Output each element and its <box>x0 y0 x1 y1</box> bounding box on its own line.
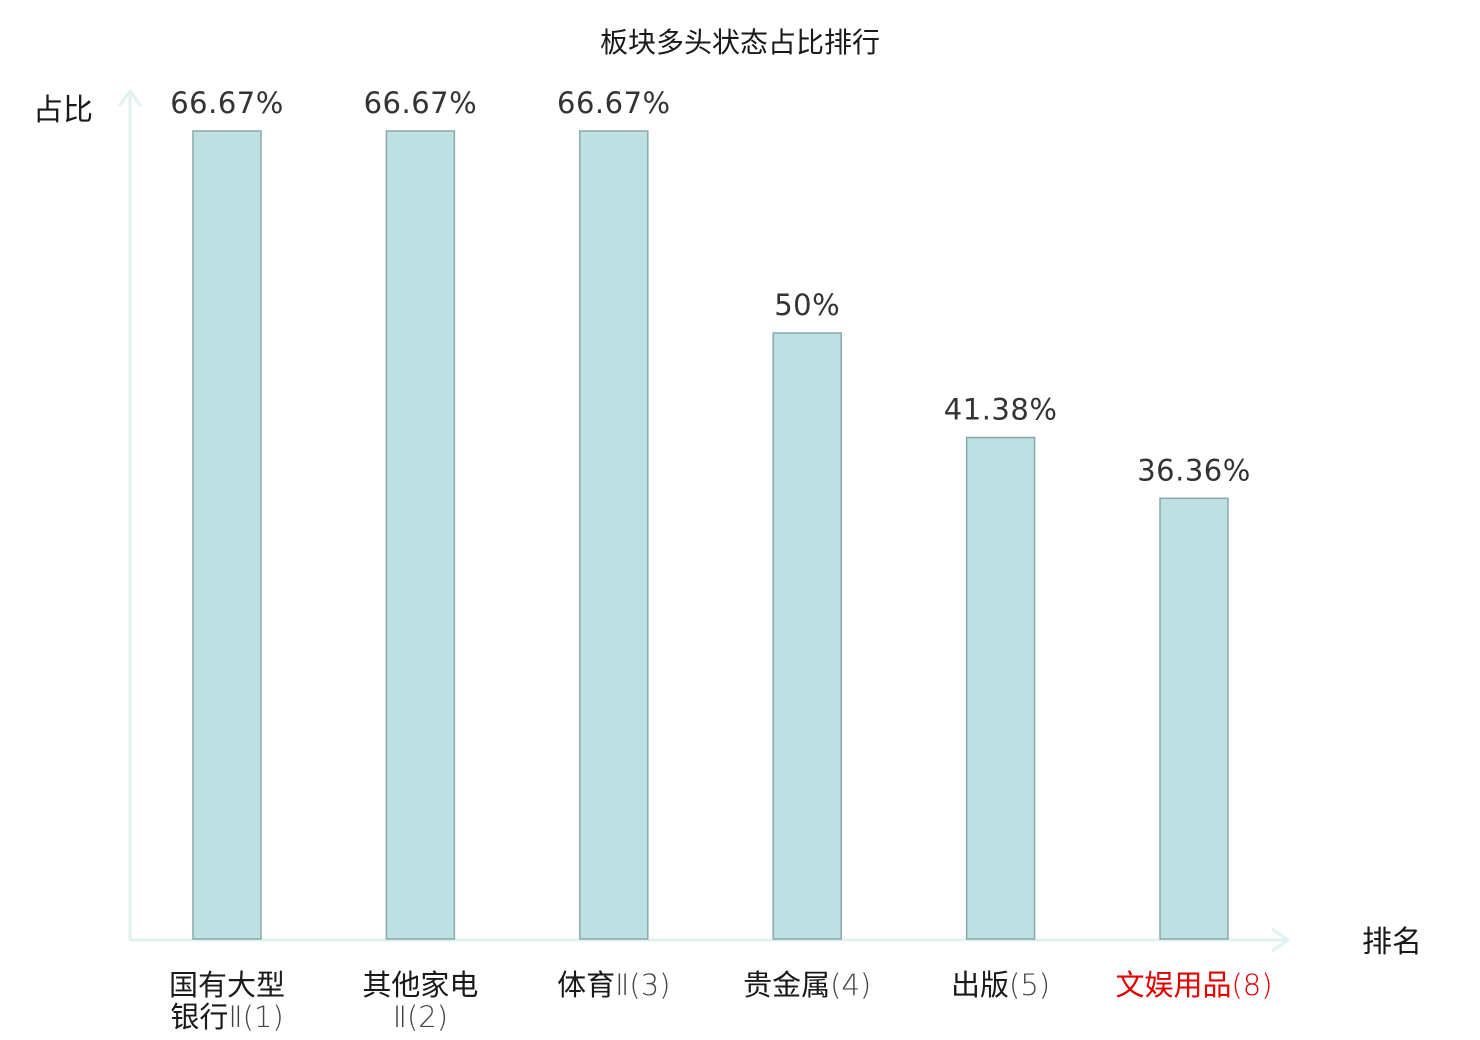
x-axis-title: 排名 <box>1362 925 1422 960</box>
value-label-4: 50% <box>774 288 840 322</box>
value-label-1: 66.67% <box>170 86 284 120</box>
category-label-2: 其他家电 Ⅱ(2) <box>362 968 478 1034</box>
y-axis-arrow <box>117 88 143 107</box>
bar-2 <box>385 130 456 940</box>
value-label-3: 66.67% <box>557 86 671 120</box>
category-label-3: 体育Ⅱ(3) <box>557 968 670 1002</box>
bars <box>192 130 1229 940</box>
bar-5 <box>965 436 1036 940</box>
value-label-5: 41.38% <box>944 393 1058 427</box>
category-label-5: 出版(5) <box>951 968 1050 1002</box>
axes <box>117 88 1291 953</box>
bar-3 <box>579 130 649 940</box>
category-labels: 国有大型银行Ⅱ(1) 其他家电 Ⅱ(2) 体育Ⅱ(3) 贵金属(4) 出版(5) 文娱用品(… <box>169 968 1273 1034</box>
value-label-2: 66.67% <box>364 86 478 120</box>
bar-1 <box>192 130 262 940</box>
value-labels: 66.67% 66.67% 66.67% 50% 41.38% 36.36% <box>170 86 1251 487</box>
y-axis-title: 占比 <box>33 93 93 128</box>
bar-6 <box>1159 497 1229 940</box>
bar-4 <box>772 332 842 940</box>
chart-title: 板块多头状态占比排行 <box>600 26 880 59</box>
x-axis-arrow <box>1271 927 1291 953</box>
category-label-1: 国有大型银行Ⅱ(1) <box>169 968 285 1034</box>
category-label-6: 文娱用品(8) <box>1115 968 1272 1002</box>
value-label-6: 36.36% <box>1137 453 1251 487</box>
category-label-4: 贵金属(4) <box>743 968 871 1002</box>
